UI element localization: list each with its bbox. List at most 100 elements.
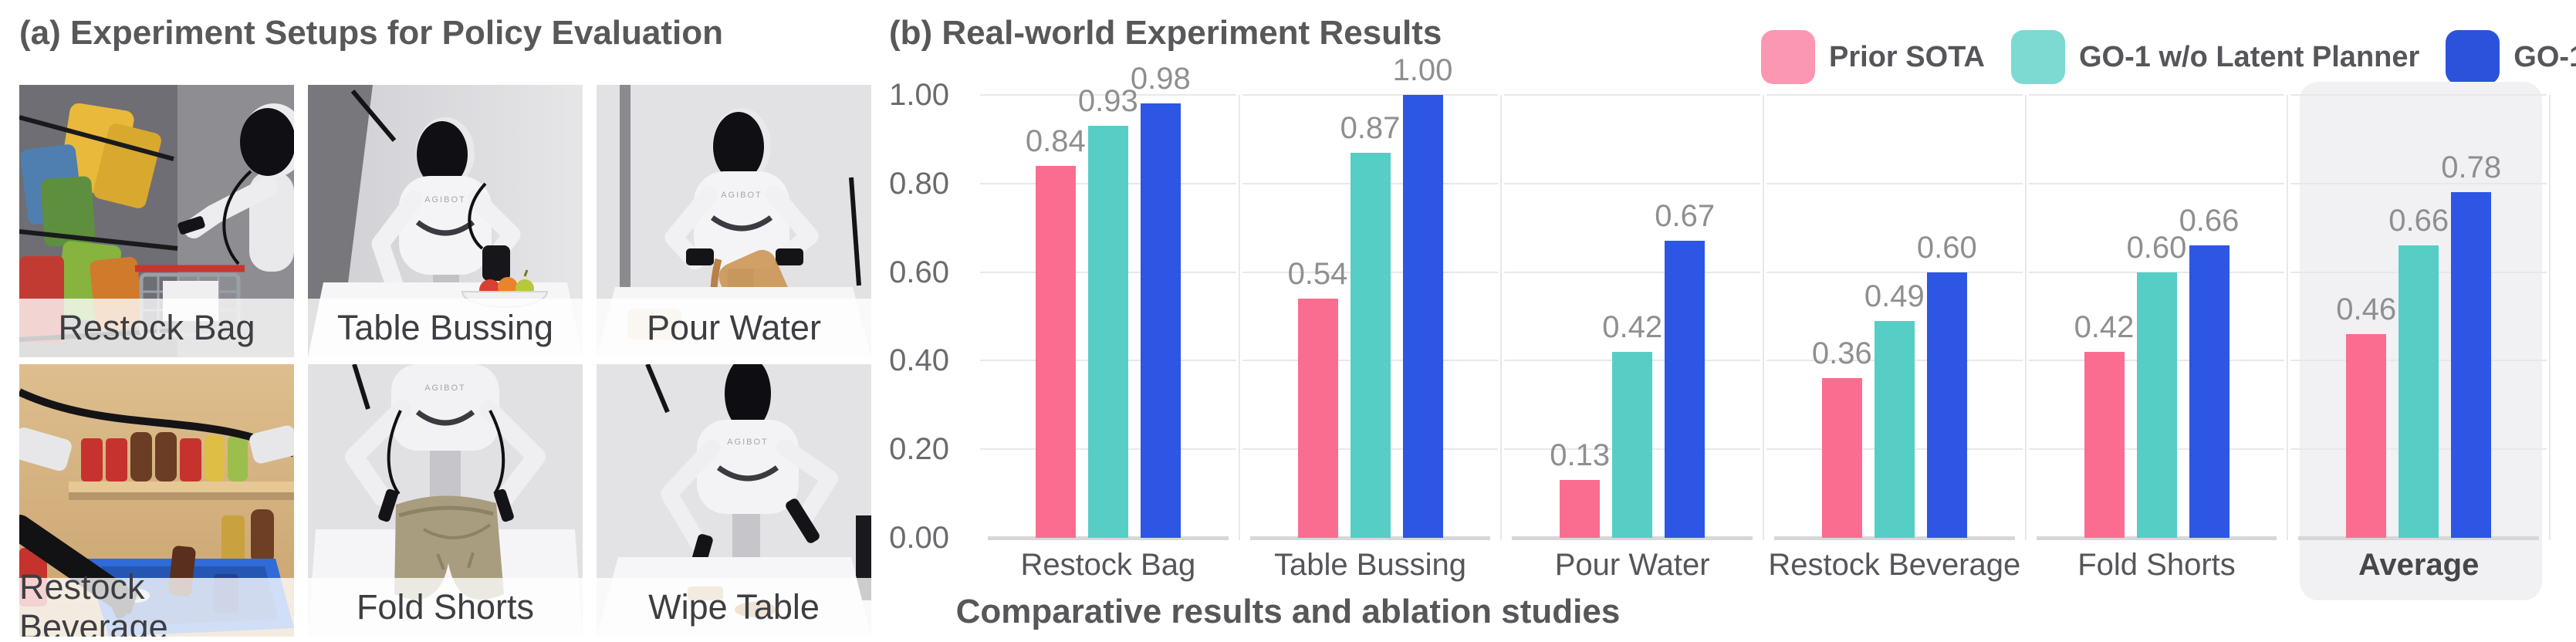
gridline	[2290, 448, 2547, 451]
bar-value-label: 0.60	[2126, 230, 2187, 265]
panel-separator	[2287, 95, 2289, 540]
bar-value-label: 0.42	[1602, 309, 1663, 344]
photo-label-restock-beverage: Restock Beverage	[19, 567, 294, 637]
chart-legend: Prior SOTA GO-1 w/o Latent Planner GO-1	[1761, 29, 2576, 85]
bar	[1612, 351, 1653, 538]
bar	[1035, 165, 1076, 538]
highlight-average	[2300, 82, 2542, 600]
mic-stand	[352, 364, 370, 410]
photo-label-restock-bag: Restock Bag	[19, 299, 294, 357]
bar	[1874, 320, 1915, 538]
photo-wipe-table: AGIBOT Wipe Table	[597, 364, 871, 637]
panel-separator	[1238, 95, 1240, 540]
gridline	[1242, 94, 1499, 96]
gripper-left	[686, 248, 714, 265]
category-label: Table Bussing	[1273, 548, 1466, 582]
gridline	[2028, 271, 2285, 273]
cables	[387, 410, 505, 495]
bar	[1087, 126, 1128, 538]
bar	[2399, 245, 2439, 538]
gridline	[980, 182, 1236, 184]
category-label: Restock Bag	[1020, 548, 1196, 582]
legend-label: GO-1 w/o Latent Planner	[2079, 40, 2420, 73]
bar	[2346, 333, 2387, 538]
beverage-shelf	[69, 432, 294, 563]
panel-separator	[2549, 95, 2551, 540]
panel-separator	[2024, 95, 2027, 540]
bar-value-label: 0.84	[1025, 123, 1086, 158]
bar-value-label: 0.98	[1130, 62, 1191, 96]
mic-stand	[645, 364, 670, 414]
gridline	[1242, 448, 1499, 451]
bar	[1665, 241, 1706, 538]
gripper-right	[776, 248, 803, 265]
bar-value-label: 0.36	[1811, 336, 1872, 371]
photo-label-fold-shorts: Fold Shorts	[308, 578, 583, 637]
gridline	[1766, 182, 2023, 184]
category-label: Pour Water	[1554, 548, 1710, 582]
legend-swatch	[2011, 30, 2065, 84]
gridline	[980, 271, 1236, 273]
bar-value-label: 0.42	[2074, 309, 2135, 344]
bar	[1350, 152, 1391, 538]
bar-value-label: 0.66	[2179, 204, 2240, 238]
photo-restock-bag: Restock Bag	[19, 85, 294, 357]
shorts	[394, 495, 504, 600]
photo-label-wipe-table: Wipe Table	[597, 578, 871, 637]
legend-label: GO-1	[2513, 40, 2576, 73]
gridline	[1242, 182, 1499, 184]
bar-value-label: 0.54	[1287, 257, 1348, 292]
gridline	[2028, 94, 2285, 96]
photo-label-table-bussing: Table Bussing	[308, 299, 583, 357]
bar	[1140, 103, 1181, 538]
bar-value-label: 0.60	[1916, 230, 1977, 265]
gridline	[1504, 448, 1760, 451]
legend-label: Prior SOTA	[1829, 40, 1985, 73]
bar-value-label: 0.66	[2388, 204, 2449, 238]
gridline	[1504, 182, 1760, 184]
bar-value-label: 0.13	[1550, 438, 1611, 473]
mic-stand	[350, 90, 397, 142]
gripper-right	[494, 488, 514, 522]
bar	[2451, 192, 2492, 538]
legend-swatch	[2446, 30, 2500, 84]
robot-torso	[697, 420, 799, 514]
category-label: Fold Shorts	[2077, 548, 2236, 582]
x-axis-line	[2298, 536, 2539, 540]
gridline	[980, 448, 1236, 451]
robot: AGIBOT	[664, 108, 819, 309]
gridline	[980, 360, 1236, 362]
gridline	[2028, 448, 2285, 451]
bar-value-label: 0.93	[1077, 84, 1138, 119]
robot-brand-text: AGIBOT	[727, 438, 769, 447]
gridline	[1766, 94, 2023, 96]
gripper	[177, 216, 205, 235]
tool-right	[786, 498, 820, 543]
gridline	[2290, 360, 2547, 362]
robot: AGIBOT	[371, 117, 521, 322]
bar-value-label: 0.67	[1655, 199, 1716, 234]
robot	[177, 103, 294, 272]
gridline	[1766, 360, 2023, 362]
gridline	[1504, 271, 1760, 273]
x-axis-line	[988, 536, 1229, 540]
gridline	[2290, 271, 2547, 273]
photo-fold-shorts: AGIBOT Fold Shorts	[308, 364, 583, 637]
robot-head	[725, 364, 771, 431]
panel-b-title: (b) Real-world Experiment Results	[889, 14, 1442, 52]
gripper-left	[378, 488, 398, 522]
photo-restock-beverage: Restock Beverage	[19, 364, 294, 637]
gridline	[980, 94, 1236, 96]
photo-grid: Restock Bag AGIBOT	[19, 85, 871, 637]
robot-head	[417, 121, 468, 188]
bar-value-label: 1.00	[1392, 53, 1453, 87]
photo-label-pour-water: Pour Water	[597, 299, 871, 357]
bar	[1560, 480, 1601, 538]
x-axis-line	[1512, 536, 1753, 540]
bar	[2084, 351, 2125, 538]
figure-caption: Comparative results and ablation studies	[955, 593, 1621, 630]
gridline	[2290, 182, 2547, 184]
robot-brand-text: AGIBOT	[424, 384, 466, 393]
gridline	[1242, 271, 1499, 273]
